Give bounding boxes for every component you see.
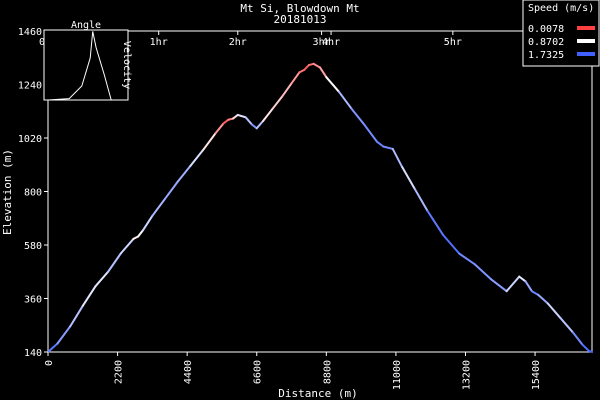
legend-label: 0.8702	[528, 37, 564, 48]
x-tick-label: 2200	[114, 360, 125, 384]
chart-title: Mt Si, Blowdown Mt	[240, 2, 359, 15]
profile-segment	[303, 64, 310, 71]
profile-segment	[107, 252, 122, 273]
inset-curve	[48, 31, 112, 101]
profile-segment	[290, 71, 301, 85]
x-tick-label: 11000	[392, 360, 403, 390]
legend: Speed (m/s) 0.0078 0.8702 1.7325	[522, 0, 600, 67]
profile-segment	[572, 331, 584, 346]
x-axis-ticks: 0 2200 4400 6600 8800 11000 13200 15400	[44, 352, 542, 390]
profile-segment	[56, 325, 72, 345]
legend-entries: 0.0078 0.8702 1.7325	[528, 24, 595, 61]
y-tick-label: 1020	[18, 134, 42, 145]
legend-label: 1.7325	[528, 50, 564, 61]
chart-subtitle: 20181013	[274, 13, 327, 26]
profile-segment	[537, 293, 549, 305]
y-tick-label: 1460	[18, 27, 42, 38]
time-tick-label: 4hr	[322, 37, 340, 48]
profile-segment	[271, 95, 284, 110]
profile-segment	[363, 123, 378, 143]
profile-segment	[518, 275, 527, 283]
profile-segment	[151, 197, 167, 217]
y-tick-label: 360	[24, 295, 42, 306]
y-tick-label: 580	[24, 241, 42, 252]
profile-segment	[325, 76, 340, 93]
profile-segment	[141, 214, 154, 232]
profile-segment	[559, 316, 575, 334]
profile-segment	[81, 285, 97, 307]
profile-segment	[337, 90, 353, 110]
profile-segment	[255, 119, 265, 130]
profile-segment	[47, 342, 59, 353]
y-axis-ticks: 140 360 580 800 1020 1240 1460	[18, 27, 48, 359]
profile-segment	[530, 290, 540, 296]
inset-velocity-label: Velocity	[121, 41, 132, 89]
profile-segment	[546, 302, 562, 319]
x-tick-label: 0	[44, 360, 55, 366]
profile-segment	[473, 263, 492, 281]
profile-segment	[382, 145, 394, 150]
time-tick-label: 5hr	[444, 37, 462, 48]
profile-segment	[391, 147, 404, 169]
profile-segment	[176, 164, 192, 183]
profile-segment	[587, 349, 593, 353]
profile-segment	[401, 166, 416, 191]
profile-segment	[458, 252, 476, 266]
profile-segment	[201, 132, 217, 152]
time-tick-label: 2hr	[229, 37, 247, 48]
x-axis-label: Distance (m)	[278, 387, 357, 400]
legend-swatch	[577, 52, 595, 56]
profile-segment	[426, 209, 445, 237]
profile-segment	[189, 149, 204, 167]
time-tick-label: 1hr	[150, 37, 168, 48]
inset-frame	[43, 29, 129, 101]
legend-swatch	[577, 26, 595, 30]
x-tick-label: 6600	[253, 360, 264, 384]
profile-segment	[442, 234, 461, 255]
y-tick-label: 800	[24, 188, 42, 199]
profile-segment	[581, 343, 590, 352]
profile-segment	[94, 270, 110, 288]
y-axis-label: Elevation (m)	[1, 149, 14, 235]
profile-segment	[413, 188, 429, 212]
inset-angle-label: Angle	[71, 20, 101, 31]
x-tick-label: 8800	[322, 360, 333, 384]
profile-segment	[69, 304, 84, 328]
profile-segment	[505, 275, 521, 293]
profile-segment	[137, 229, 144, 238]
profile-segment	[164, 180, 179, 200]
legend-swatch	[577, 39, 595, 43]
profile-segment	[312, 62, 321, 69]
profile-segment	[236, 113, 247, 119]
x-tick-label: 15400	[531, 360, 542, 390]
legend-title: Speed (m/s)	[528, 3, 594, 14]
elevation-profile	[47, 62, 593, 353]
profile-segment	[319, 66, 328, 79]
profile-segment	[375, 140, 385, 148]
profile-segment	[214, 122, 225, 135]
y-tick-label: 1240	[18, 81, 42, 92]
y-tick-label: 140	[24, 348, 42, 359]
time-tick-label: 3hr	[313, 37, 331, 48]
x-tick-label: 4400	[183, 360, 194, 384]
profile-segment	[262, 107, 274, 122]
profile-segment	[244, 116, 253, 126]
legend-label: 0.0078	[528, 24, 564, 35]
profile-segment	[489, 278, 508, 293]
profile-segment	[281, 82, 293, 98]
profile-segment	[350, 107, 366, 126]
x-tick-label: 13200	[461, 360, 472, 390]
profile-segment	[119, 237, 135, 255]
inset-plot: Angle Velocity	[43, 20, 132, 101]
profile-segment	[524, 280, 533, 293]
